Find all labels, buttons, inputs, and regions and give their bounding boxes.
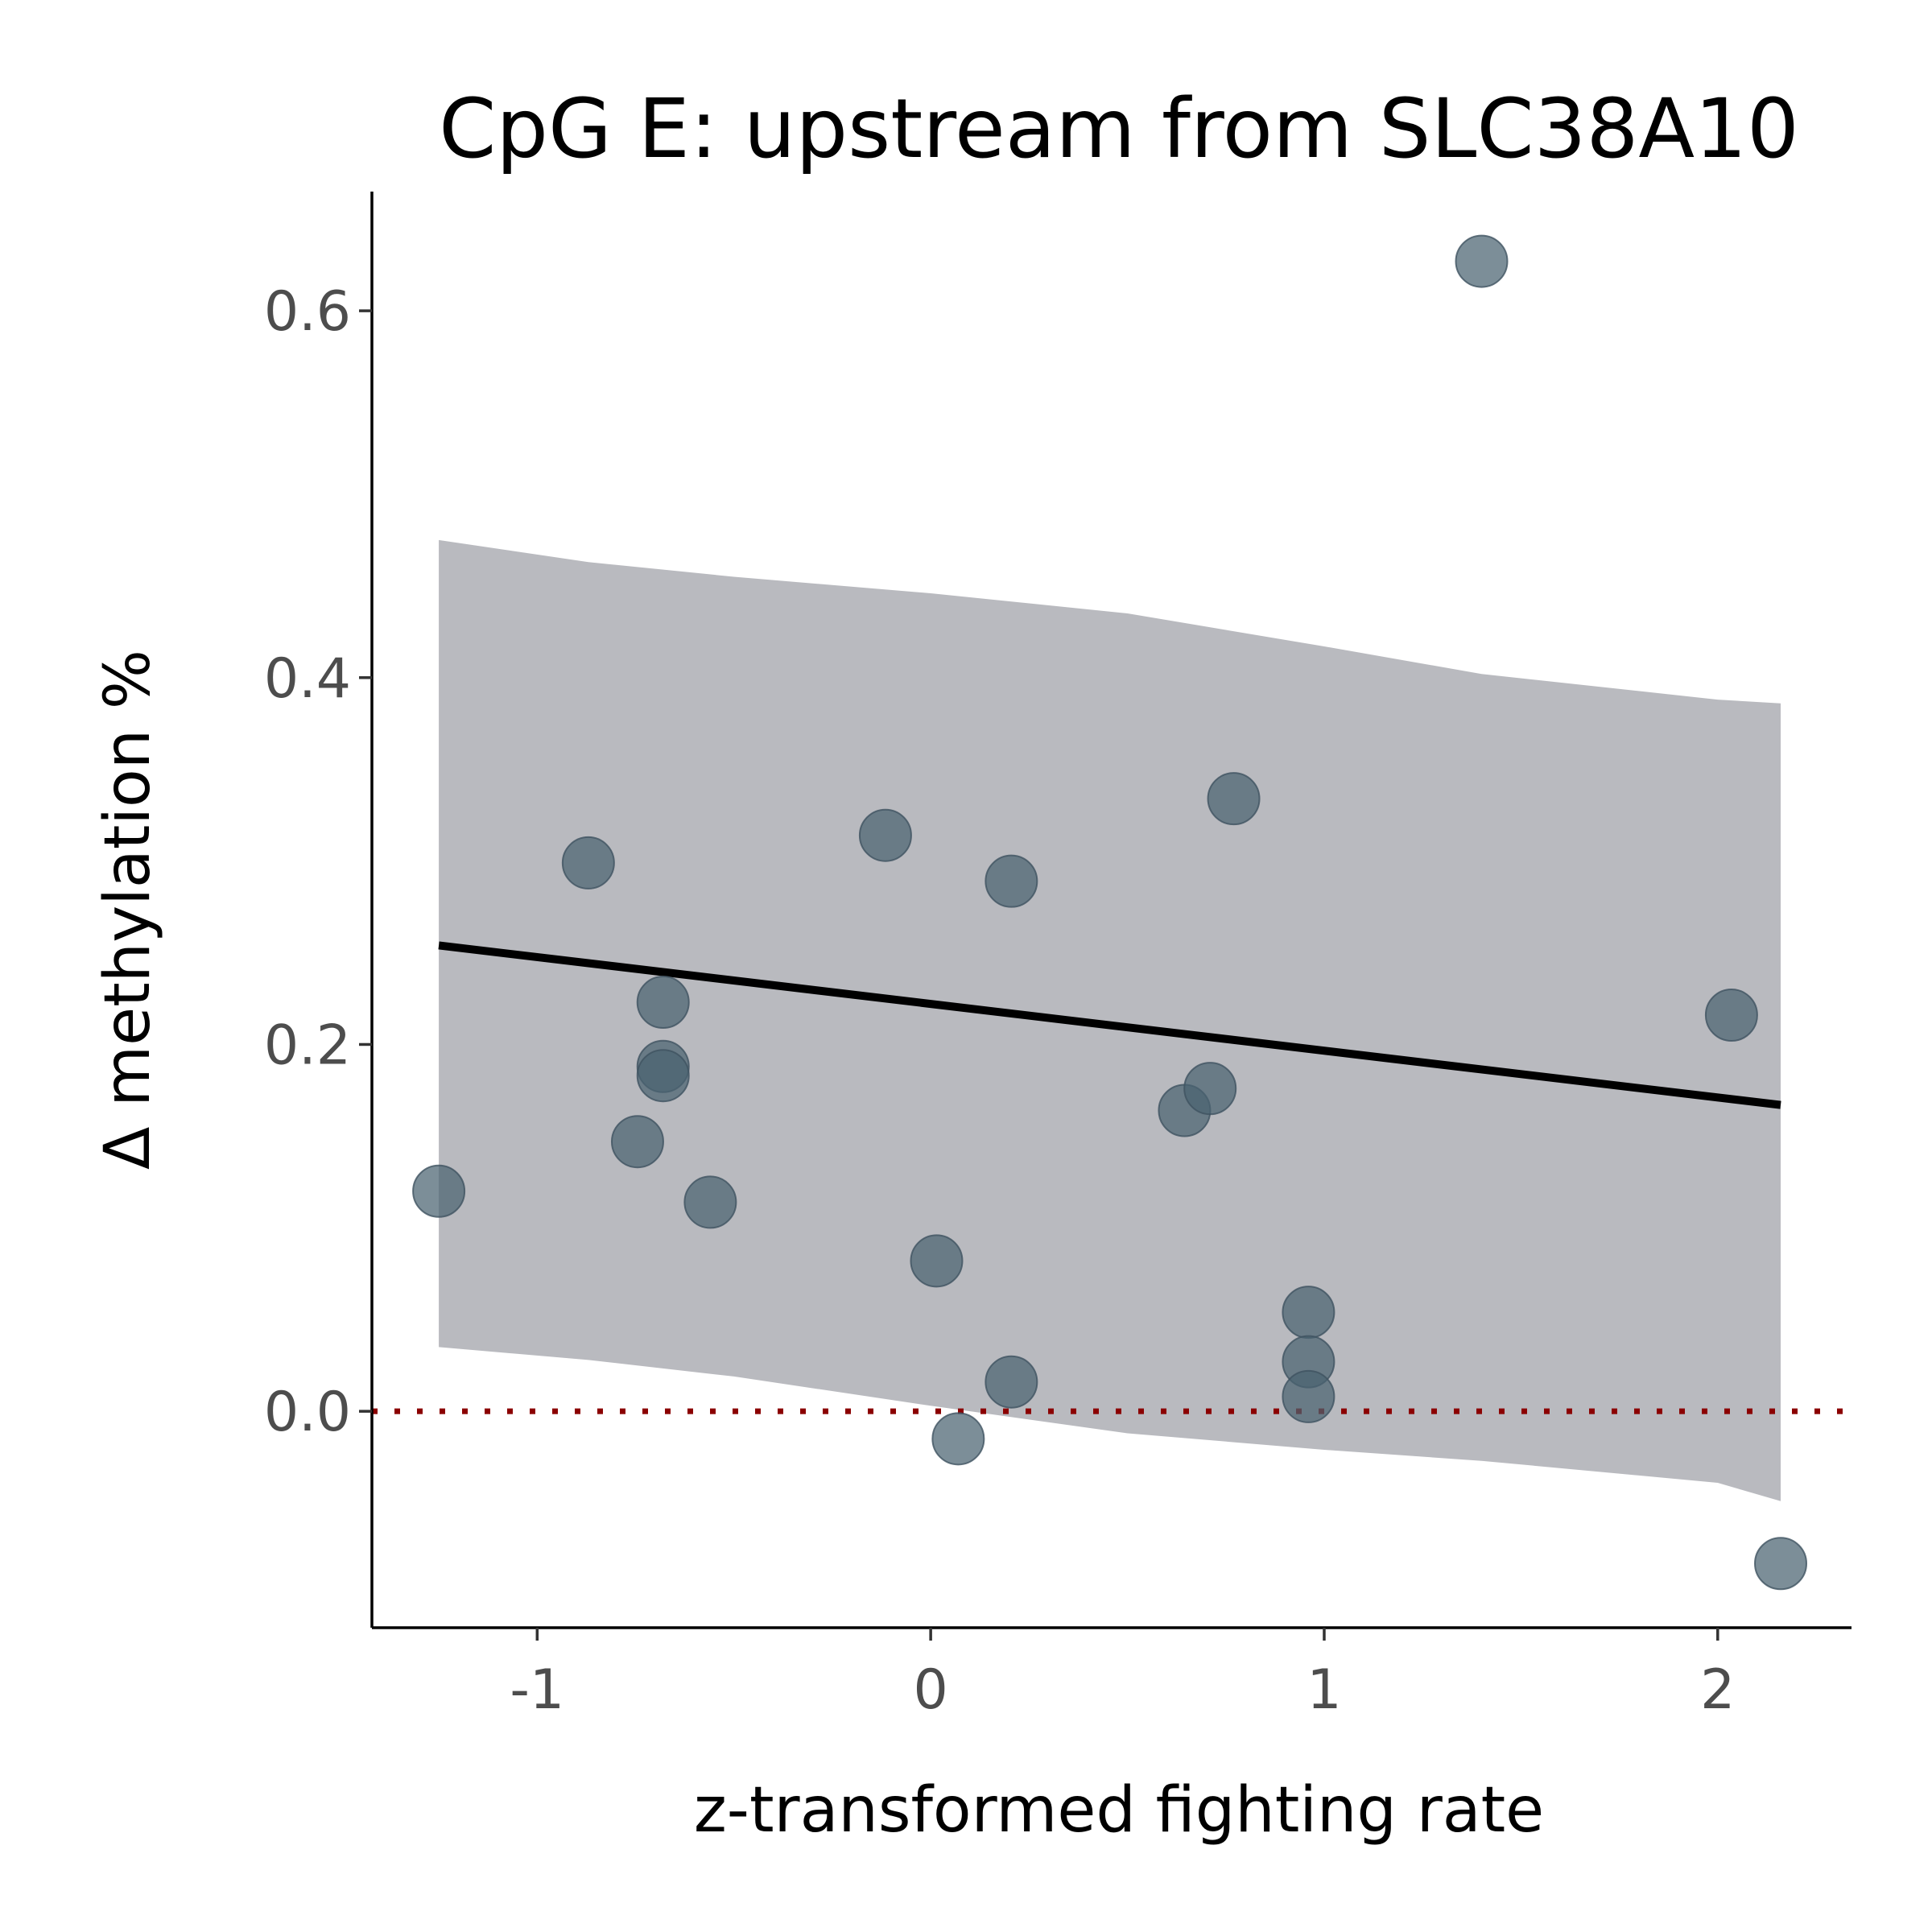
- y-tick-label: 0.6: [264, 280, 351, 344]
- confidence-band: [439, 539, 1781, 1501]
- data-point: [412, 1164, 466, 1218]
- y-tick-label: 0.4: [264, 647, 351, 711]
- x-tick-label: 1: [1307, 1658, 1341, 1722]
- data-point: [683, 1175, 737, 1229]
- x-tick-label: 0: [914, 1658, 948, 1722]
- data-point: [910, 1234, 964, 1288]
- data-point: [858, 808, 912, 862]
- regression-line: [438, 941, 1781, 1109]
- data-point: [985, 1355, 1038, 1409]
- axes-layer: -1 0 1 2 0.0 0.2 0.4 0.6: [264, 192, 1852, 1722]
- fit-line-layer: [438, 941, 1781, 1109]
- data-point: [610, 1115, 664, 1169]
- confidence-band-layer: [439, 539, 1781, 1501]
- data-point: [561, 836, 615, 890]
- data-point: [985, 854, 1038, 908]
- data-point: [636, 976, 690, 1030]
- data-point: [1704, 989, 1758, 1042]
- data-point: [1207, 772, 1261, 826]
- data-points-layer: [412, 234, 1808, 1591]
- chart-title: CpG E: upstream from SLC38A10: [439, 81, 1799, 177]
- y-tick-label: 0.2: [264, 1013, 351, 1077]
- x-tick-label: -1: [510, 1658, 564, 1722]
- x-tick-label: 2: [1700, 1658, 1735, 1722]
- x-axis-title: z-transformed fighting rate: [694, 1774, 1544, 1847]
- y-tick-label: 0.0: [264, 1381, 351, 1444]
- data-point: [1282, 1286, 1335, 1340]
- data-point: [931, 1412, 985, 1466]
- y-axis-title: Δ methylation %: [92, 650, 164, 1170]
- data-point: [1183, 1062, 1237, 1116]
- data-point: [636, 1049, 690, 1103]
- data-point: [1282, 1369, 1335, 1423]
- data-point: [1455, 234, 1509, 288]
- data-point: [1754, 1537, 1808, 1591]
